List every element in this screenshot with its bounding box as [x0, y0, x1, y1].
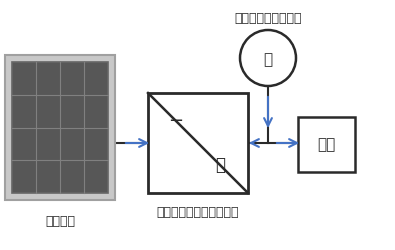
Text: 太陽電池: 太陽電池 — [45, 215, 75, 228]
Text: パワーコンディショナー: パワーコンディショナー — [157, 206, 239, 219]
Text: ～: ～ — [215, 156, 225, 174]
Bar — [12, 62, 108, 193]
Text: ～: ～ — [263, 52, 273, 68]
Text: −: − — [168, 112, 184, 130]
Text: 電力会社の電力系統: 電力会社の電力系統 — [234, 12, 302, 25]
Text: 負荷: 負荷 — [317, 137, 336, 152]
Bar — [5, 55, 115, 200]
Bar — [298, 117, 355, 172]
Bar — [148, 93, 248, 193]
Circle shape — [240, 30, 296, 86]
